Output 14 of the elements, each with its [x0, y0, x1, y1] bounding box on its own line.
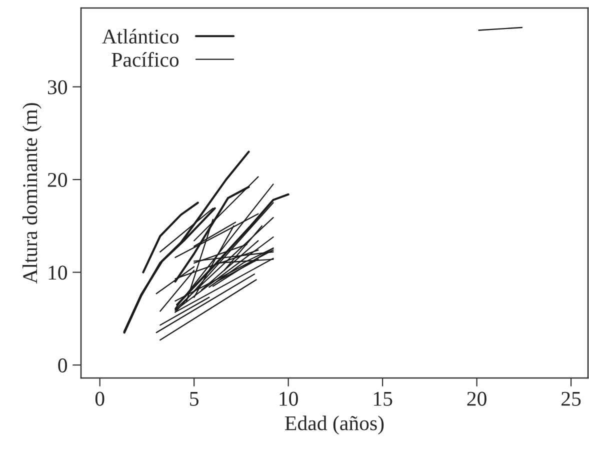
y-tick-label: 20: [48, 172, 68, 187]
x-tick-label: 10: [280, 392, 298, 406]
legend-label: Atlántico: [102, 28, 179, 44]
x-tick-label: 15: [374, 392, 392, 406]
y-tick-label: 10: [48, 266, 68, 280]
x-tick-label: 25: [562, 392, 581, 406]
x-tick-label: 20: [467, 392, 486, 406]
legend-label: Pacífico: [112, 52, 179, 67]
x-tick-label: 0: [95, 392, 104, 406]
y-axis-title: Altura dominante (m): [22, 103, 42, 284]
x-tick-label: 5: [190, 392, 198, 406]
x-axis-title: Edad (años): [285, 416, 384, 435]
y-tick-label: 30: [48, 80, 68, 94]
y-tick-label: 0: [58, 358, 68, 372]
